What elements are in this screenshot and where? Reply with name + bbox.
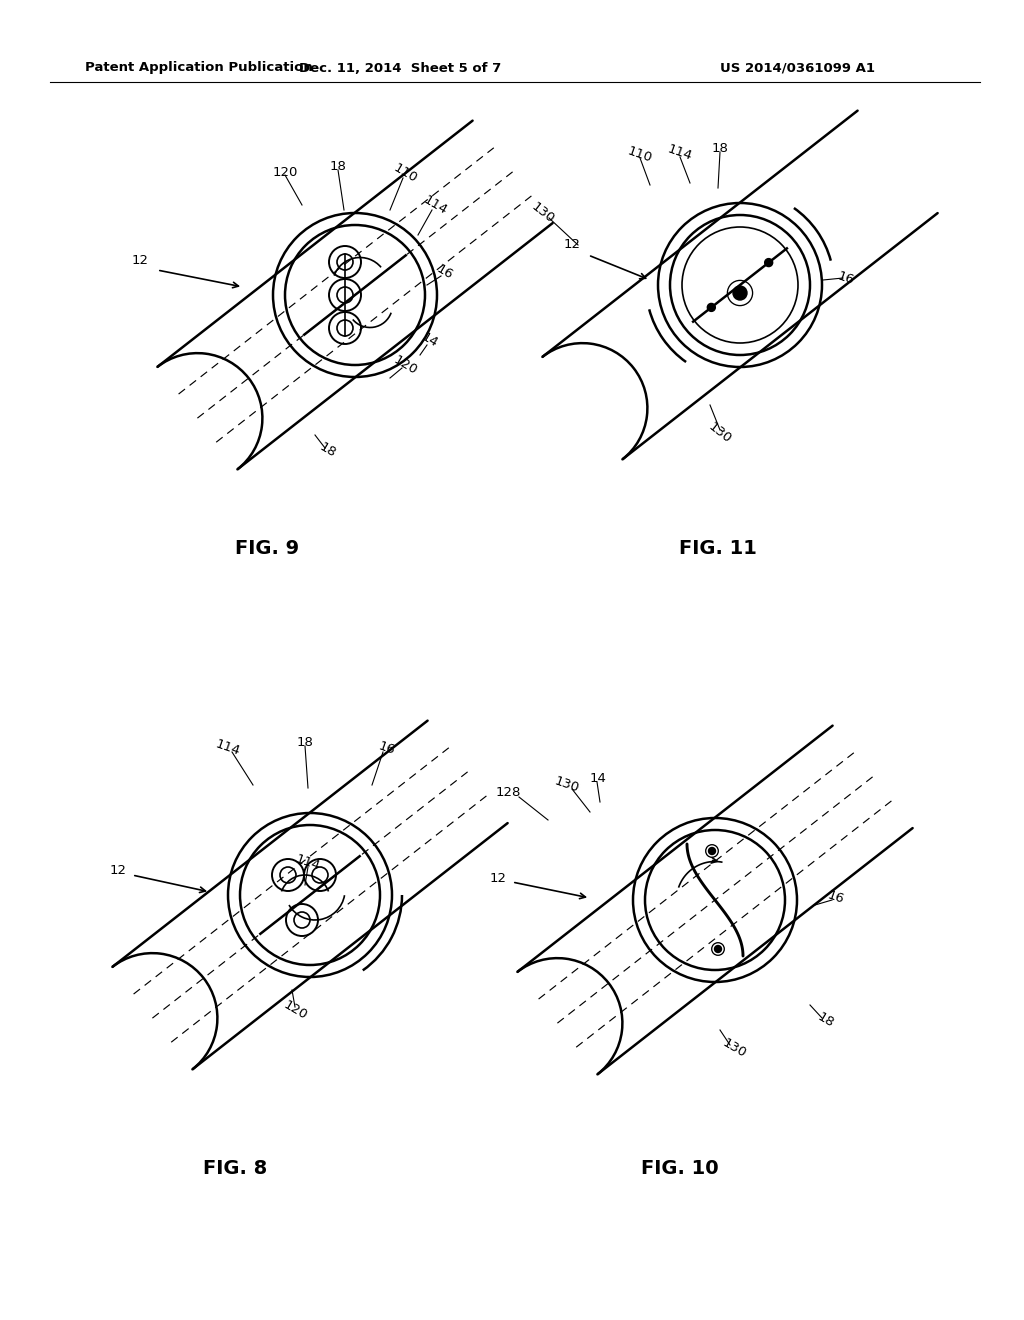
Text: FIG. 11: FIG. 11	[679, 539, 757, 557]
Text: 18: 18	[815, 1010, 837, 1030]
Text: FIG. 9: FIG. 9	[234, 539, 299, 557]
Circle shape	[708, 304, 716, 312]
Text: 18: 18	[712, 141, 728, 154]
Text: 14: 14	[590, 771, 606, 784]
Text: 12: 12	[110, 863, 127, 876]
Text: 114: 114	[294, 853, 323, 874]
Text: 110: 110	[391, 161, 419, 185]
Text: FIG. 10: FIG. 10	[641, 1159, 719, 1177]
Text: 16: 16	[434, 263, 456, 282]
Text: 110: 110	[626, 145, 654, 165]
Text: 18: 18	[297, 735, 313, 748]
Text: 16: 16	[836, 269, 856, 286]
Text: 18: 18	[317, 440, 339, 459]
Text: 130: 130	[529, 201, 557, 226]
Text: 130: 130	[706, 420, 734, 446]
Text: US 2014/0361099 A1: US 2014/0361099 A1	[720, 62, 874, 74]
Text: 114: 114	[666, 143, 694, 164]
Circle shape	[765, 259, 773, 267]
Text: 18: 18	[330, 161, 346, 173]
Circle shape	[709, 847, 716, 854]
Text: FIG. 8: FIG. 8	[203, 1159, 267, 1177]
Text: 14: 14	[420, 330, 440, 350]
Text: 128: 128	[496, 787, 520, 800]
Text: 12: 12	[131, 253, 148, 267]
Text: 120: 120	[281, 998, 309, 1022]
Circle shape	[715, 945, 722, 953]
Text: 130: 130	[720, 1036, 749, 1060]
Text: 120: 120	[272, 165, 298, 178]
Text: 16: 16	[826, 888, 846, 906]
Text: Patent Application Publication: Patent Application Publication	[85, 62, 312, 74]
Text: Dec. 11, 2014  Sheet 5 of 7: Dec. 11, 2014 Sheet 5 of 7	[299, 62, 501, 74]
Circle shape	[733, 286, 746, 300]
Text: 130: 130	[553, 775, 581, 795]
Text: 12: 12	[489, 871, 507, 884]
Text: 114: 114	[421, 193, 450, 216]
Text: 114: 114	[214, 738, 242, 758]
Text: 120: 120	[391, 352, 419, 378]
Text: 16: 16	[377, 739, 397, 756]
Text: 12: 12	[563, 239, 581, 252]
